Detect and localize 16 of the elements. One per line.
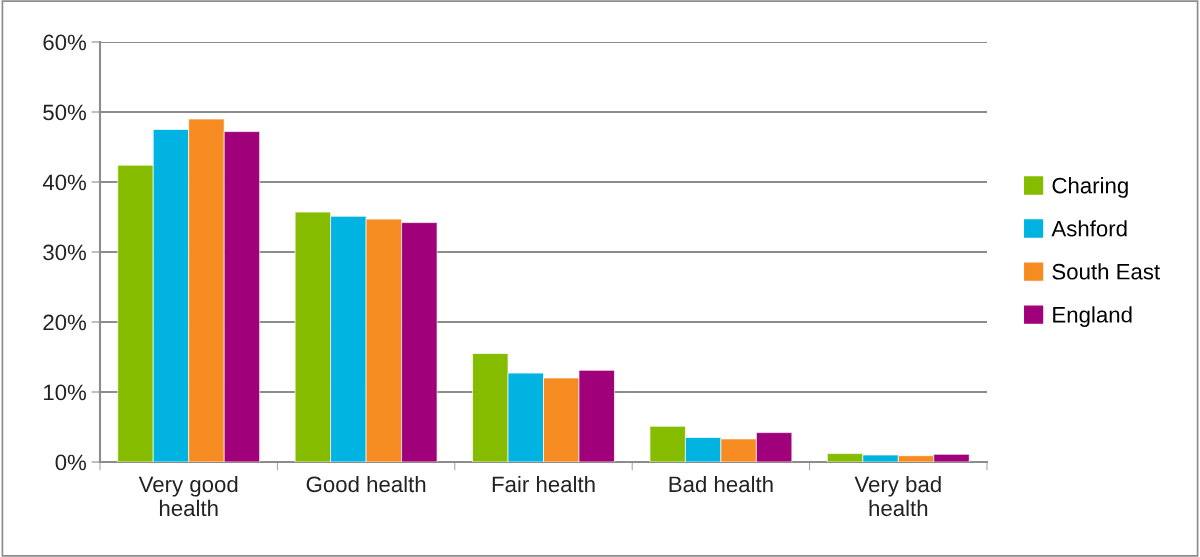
y-tick-label: 10% bbox=[44, 384, 87, 401]
x-tick-label: Very bad health bbox=[854, 475, 941, 517]
y-tick-label: 60% bbox=[43, 34, 87, 51]
y-tick-label: 40% bbox=[42, 174, 87, 191]
legend-label: Charing bbox=[1052, 177, 1128, 198]
legend-label: South East bbox=[1052, 263, 1160, 280]
y-tick-label: 30% bbox=[43, 244, 87, 261]
legend-label: England bbox=[1053, 306, 1132, 327]
x-tick-label: Fair health bbox=[492, 475, 595, 493]
x-tick-label: Good health bbox=[306, 475, 426, 493]
x-tick-label: Very good health bbox=[138, 475, 238, 517]
y-tick-label: 50% bbox=[43, 104, 87, 121]
x-tick-label: Bad health bbox=[669, 475, 773, 493]
y-tick-label: 20% bbox=[43, 314, 87, 331]
legend-label: Ashford bbox=[1051, 220, 1127, 237]
y-tick-label: 0% bbox=[55, 454, 87, 471]
